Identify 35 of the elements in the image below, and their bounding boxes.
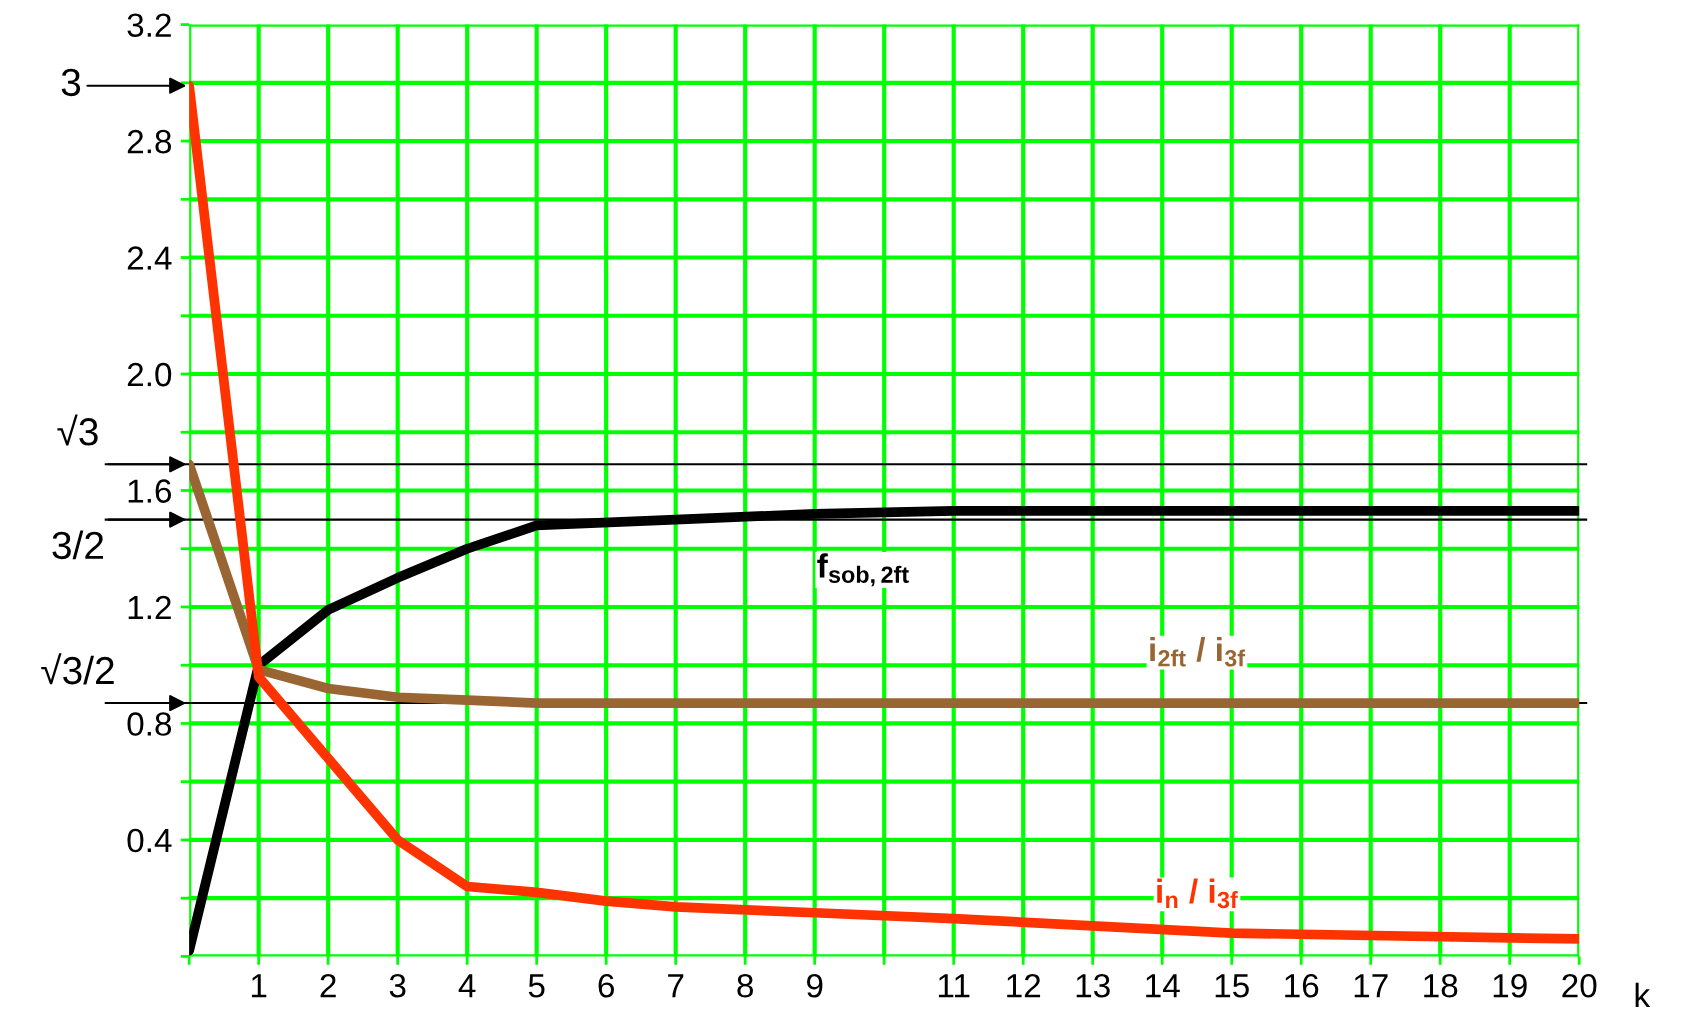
y-tick-label: 1.6 xyxy=(128,479,172,503)
y-tick-label: 2.4 xyxy=(127,246,172,270)
y-tick-label: 3.2 xyxy=(127,13,171,37)
y-tick-label: 0.8 xyxy=(127,712,172,736)
x-tick-label: 9 xyxy=(806,973,823,998)
series-label: f$_{sob,2ft}$ xyxy=(817,553,909,587)
x-tick-label: 17 xyxy=(1354,974,1388,998)
y-tick-label: 2.0 xyxy=(127,362,172,387)
x-tick-label: 12 xyxy=(1007,973,1041,998)
ref-line-label: √3/2 xyxy=(41,653,114,685)
x-tick-label: 19 xyxy=(1493,973,1527,998)
series-label: i$_{2ft}$ / i$_{3f}$ xyxy=(1150,636,1246,667)
x-tick-label: 1 xyxy=(251,974,267,998)
x-tick-label: 6 xyxy=(598,973,614,998)
x-tick-label: 11 xyxy=(938,974,970,998)
x-tick-label: 7 xyxy=(668,974,684,998)
x-tick-label: 5 xyxy=(528,974,545,998)
x-tick-label: 16 xyxy=(1285,973,1319,998)
x-tick-label: 2 xyxy=(320,973,336,998)
x-tick-label: 3 xyxy=(389,973,406,998)
y-tick-label: 2.8 xyxy=(127,129,172,154)
x-tick-label: 13 xyxy=(1076,973,1110,998)
x-tick-label: 8 xyxy=(737,973,754,998)
y-tick-label: 1.2 xyxy=(128,595,171,620)
annotation: 3 xyxy=(61,68,81,97)
ref-line-label: √3 xyxy=(57,414,98,446)
series-label: i$_{n}$ / i$_{3f}$ xyxy=(1157,878,1238,909)
x-tick-label: 15 xyxy=(1215,974,1249,998)
x-axis-title: k xyxy=(1635,982,1651,1007)
x-tick-label: 18 xyxy=(1424,973,1458,998)
x-tick-label: 14 xyxy=(1146,974,1180,998)
x-tick-label: 20 xyxy=(1562,973,1597,998)
y-tick-label: 0.4 xyxy=(127,828,172,853)
x-tick-label: 4 xyxy=(458,974,476,998)
ref-line-label: 3/2 xyxy=(52,530,104,560)
